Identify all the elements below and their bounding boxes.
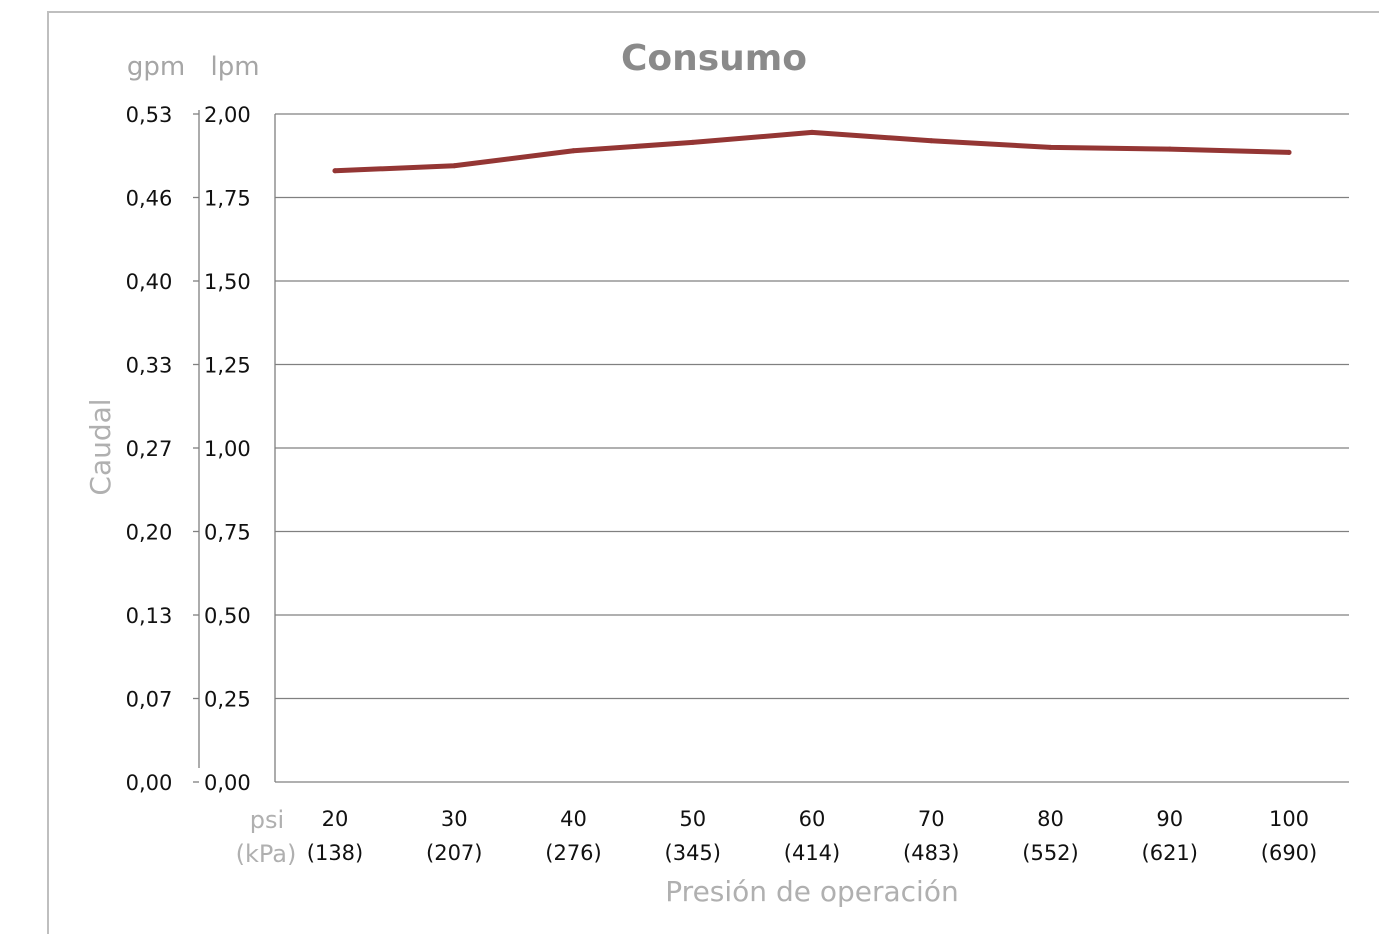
x-tick-label-psi: 100: [1269, 807, 1309, 831]
data-point: [1167, 146, 1173, 152]
x-tick-label-kpa: (345): [665, 841, 721, 865]
data-point: [690, 139, 696, 145]
y-axis: [198, 110, 276, 782]
y-axis-title: Caudal: [84, 398, 117, 495]
data-point: [809, 129, 815, 135]
x-tick-label-psi: 30: [441, 807, 468, 831]
x-tick-label-psi: 50: [679, 807, 706, 831]
y-tick-label-gpm: 0,33: [126, 354, 173, 378]
x-tick-label-kpa: (414): [784, 841, 840, 865]
x-unit-primary: psi: [250, 806, 284, 834]
series-layer: [332, 129, 1292, 174]
y-tick-label-gpm: 0,20: [126, 521, 173, 545]
y-tick-label-lpm: 1,50: [204, 270, 251, 294]
x-tick-label-kpa: (552): [1022, 841, 1078, 865]
data-point: [1286, 149, 1292, 155]
y-tick-label-gpm: 0,40: [126, 270, 173, 294]
data-point: [1048, 144, 1053, 150]
x-axis-title: Presión de operación: [665, 875, 958, 908]
y-unit-left: gpm: [127, 52, 185, 82]
y-tick-label-lpm: 1,75: [204, 187, 251, 211]
series-line: [332, 129, 1292, 174]
chart-border: [47, 11, 1379, 934]
data-point: [332, 168, 338, 174]
y-tick-label-gpm: 0,13: [126, 604, 173, 628]
x-tick-label-kpa: (690): [1261, 841, 1317, 865]
data-point: [571, 148, 576, 154]
y-ticks-gpm: 0,00 0,07 0,13 0,20 0,27 0,33 0,40 0,46 0,53: [126, 103, 173, 795]
x-tick-label-kpa: (207): [426, 841, 482, 865]
y-tick-label-gpm: 0,27: [126, 437, 173, 461]
x-tick-label-psi: 70: [918, 807, 945, 831]
y-tick-label-lpm: 0,25: [204, 688, 251, 712]
y-tick-label-gpm: 0,53: [126, 103, 173, 127]
gridlines: [193, 113, 1349, 783]
y-tick-label-lpm: 0,75: [204, 521, 251, 545]
y-unit-right: lpm: [210, 52, 259, 82]
x-tick-label-kpa: (276): [545, 841, 601, 865]
y-tick-label-lpm: 0,50: [204, 604, 251, 628]
y-tick-label-gpm: 0,00: [126, 771, 173, 795]
x-tick-label-psi: 60: [799, 807, 826, 831]
y-tick-label-lpm: 1,00: [204, 437, 251, 461]
y-tick-label-gpm: 0,46: [126, 187, 173, 211]
y-tick-label-lpm: 0,00: [204, 771, 251, 795]
x-tick-label-kpa: (483): [903, 841, 959, 865]
y-tick-label-lpm: 2,00: [204, 103, 251, 127]
x-unit-secondary: (kPa): [236, 840, 297, 868]
x-tick-label-psi: 90: [1156, 807, 1183, 831]
y-ticks-lpm: 0,00 0,25 0,50 0,75 1,00 1,25 1,50 1,75 2,00: [204, 103, 251, 795]
x-tick-label-kpa: (621): [1142, 841, 1198, 865]
x-tick-label-psi: 80: [1037, 807, 1064, 831]
chart-title: Consumo: [621, 38, 807, 79]
y-tick-label-lpm: 1,25: [204, 354, 251, 378]
x-tick-label-kpa: (138): [307, 841, 363, 865]
data-point: [451, 163, 457, 169]
x-tick-label-psi: 20: [322, 807, 349, 831]
data-point: [928, 138, 934, 144]
x-tick-label-psi: 40: [560, 807, 587, 831]
x-ticks: 20 (138) 30 (207) 40 (276) 50 (345) 60 (414) 70 (48…: [307, 807, 1317, 865]
y-tick-label-gpm: 0,07: [126, 688, 173, 712]
